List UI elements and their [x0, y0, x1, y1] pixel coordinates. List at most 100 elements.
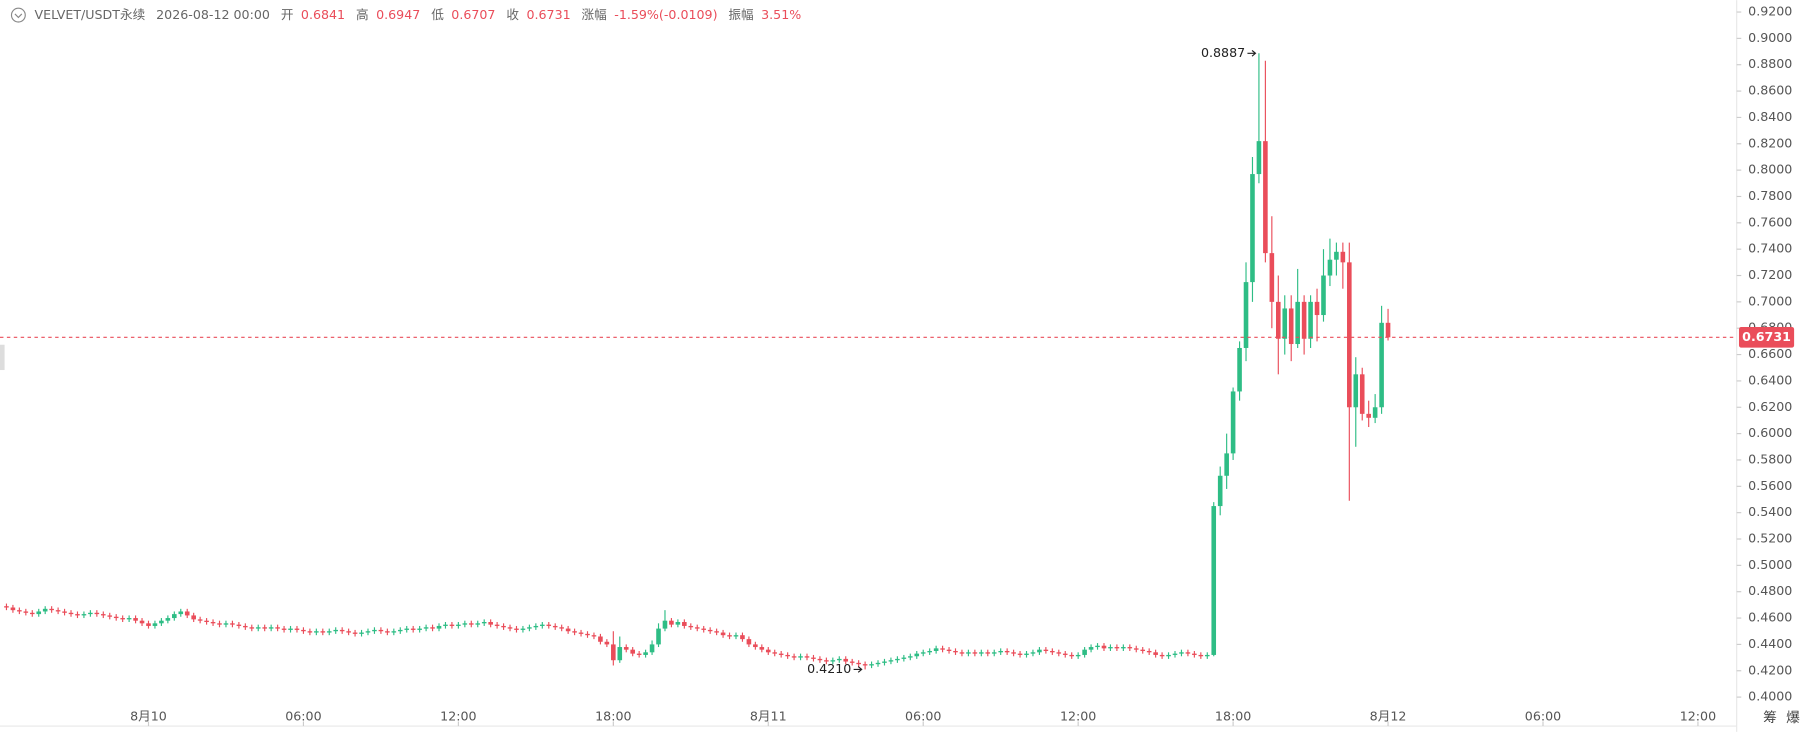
- candle-body: [1075, 654, 1081, 657]
- candle-body: [1301, 301, 1307, 339]
- candle-body: [1185, 652, 1191, 654]
- candle-body: [1347, 262, 1352, 408]
- candle-body: [895, 658, 900, 661]
- candle-body: [488, 622, 493, 625]
- candle-body: [662, 620, 668, 629]
- candle-body: [1308, 301, 1313, 339]
- candle-body: [430, 627, 435, 629]
- candle-body: [1030, 652, 1036, 654]
- candle-body: [49, 608, 54, 611]
- candle-body: [494, 624, 500, 626]
- candle-body: [236, 624, 242, 626]
- candle-body: [824, 660, 829, 662]
- candle-body: [1140, 649, 1146, 651]
- candle-body: [604, 641, 610, 645]
- candle-body: [649, 644, 655, 653]
- y-tick-label: 0.9200: [1748, 4, 1792, 19]
- candle-body: [1198, 654, 1204, 657]
- candle-body: [443, 624, 448, 626]
- y-tick-label: 0.4000: [1748, 689, 1792, 704]
- low-value: 0.6707: [451, 7, 495, 22]
- candle-body: [856, 662, 861, 665]
- candle-body: [559, 627, 564, 629]
- y-tick-label: 0.5000: [1748, 557, 1792, 572]
- y-tick-label: 0.7600: [1748, 214, 1792, 229]
- candle-body: [985, 652, 991, 654]
- candle-body: [339, 629, 345, 632]
- candle-body: [255, 627, 261, 629]
- candle-body: [959, 652, 965, 654]
- change-value: -1.59%(-0.0109): [614, 7, 717, 22]
- side-handle[interactable]: [0, 344, 5, 371]
- candle-body: [636, 653, 642, 655]
- candle-body: [804, 656, 810, 658]
- candle-body: [1069, 654, 1075, 657]
- candle-body: [1062, 653, 1068, 655]
- candle-body: [611, 644, 616, 661]
- corner-button[interactable]: 筹: [1763, 709, 1777, 726]
- candle-body: [888, 660, 894, 662]
- candle-body: [10, 607, 16, 611]
- candle-body: [397, 629, 403, 632]
- candle-body: [882, 661, 887, 663]
- candle-body: [359, 632, 364, 634]
- candle-body: [1314, 301, 1320, 316]
- candle-body: [133, 618, 138, 621]
- datetime: 2026-08-12 00:00: [156, 7, 270, 22]
- candle-body: [546, 624, 552, 626]
- candle-body: [552, 625, 558, 628]
- candle-body: [733, 635, 739, 637]
- candle-body: [456, 624, 461, 626]
- candle-body: [1121, 647, 1126, 649]
- y-tick-label: 0.8000: [1748, 162, 1792, 177]
- candle-body: [946, 649, 952, 651]
- candle-body: [585, 633, 590, 636]
- candle-body: [468, 623, 474, 625]
- candle-body: [914, 653, 920, 657]
- candle-body: [1082, 649, 1087, 655]
- y-tick-label: 0.7800: [1748, 188, 1792, 203]
- candle-body: [1288, 308, 1294, 345]
- candle-body: [1366, 413, 1371, 418]
- candle-body: [901, 657, 907, 659]
- candle-body: [320, 631, 326, 633]
- candle-body: [1153, 652, 1158, 655]
- candle-body: [1133, 648, 1139, 650]
- candle-body: [675, 622, 681, 625]
- candle-body: [623, 647, 629, 650]
- x-tick-label: 12:00: [440, 708, 476, 723]
- candle-body: [972, 652, 978, 654]
- candle-body: [62, 611, 67, 613]
- candle-body: [1237, 347, 1242, 392]
- y-tick-label: 0.4200: [1748, 662, 1792, 677]
- min-annotation-arrow: [853, 666, 863, 673]
- corner-button[interactable]: 爆: [1786, 710, 1800, 726]
- candle-body: [598, 636, 603, 642]
- candle-body: [314, 631, 319, 633]
- candle-body: [204, 620, 209, 623]
- amplitude-label: 振幅: [728, 7, 753, 22]
- candle-body: [1295, 301, 1300, 345]
- candle-body: [191, 615, 196, 620]
- candle-body: [1179, 652, 1184, 654]
- collapse-icon[interactable]: [10, 7, 26, 23]
- candle-body: [688, 625, 694, 628]
- min-annotation: 0.4210: [807, 661, 851, 676]
- open-label: 开: [281, 7, 294, 22]
- candle-body: [1159, 654, 1165, 657]
- candle-body: [184, 611, 190, 616]
- candle-body: [869, 664, 874, 666]
- candle-body: [462, 623, 468, 625]
- candle-body: [811, 657, 816, 659]
- candle-body: [1108, 647, 1113, 649]
- x-tick-label: 8月12: [1370, 708, 1407, 723]
- candle-body: [139, 620, 145, 624]
- x-tick-label: 8月10: [130, 708, 167, 723]
- y-tick-label: 0.4600: [1748, 610, 1792, 625]
- y-tick-label: 0.6000: [1748, 425, 1792, 440]
- candle-body: [927, 650, 932, 653]
- candle-body: [120, 618, 125, 620]
- candle-body: [23, 611, 29, 613]
- candle-body: [572, 631, 577, 633]
- max-annotation-arrow: [1247, 49, 1257, 57]
